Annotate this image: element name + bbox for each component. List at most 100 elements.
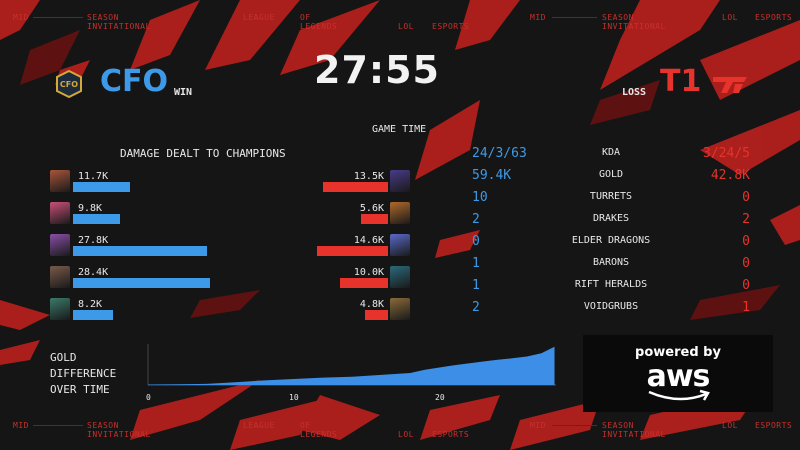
blue-champion-portrait — [50, 202, 70, 224]
stat-blue-value: 1 — [472, 278, 480, 293]
red-damage-label: 13.5K — [353, 171, 384, 182]
blue-damage-label: 9.8K — [78, 203, 103, 214]
red-champion-portrait — [390, 202, 410, 224]
ticker-invitational-b: INVITATIONAL — [87, 430, 151, 439]
gold-title-line-1: GOLD — [50, 351, 77, 364]
ticker-season: SEASON — [87, 13, 119, 22]
red-team-name: T1 — [660, 64, 702, 99]
aws-logo-text: aws — [646, 359, 711, 394]
stat-red-value: 1 — [742, 300, 750, 315]
ticker-league: LEAGUE — [243, 13, 275, 22]
stat-label: GOLD — [598, 169, 624, 180]
blue-damage-bar — [73, 214, 120, 224]
gold-difference-area — [148, 346, 555, 385]
gold-x-tick-10: 10 — [289, 393, 299, 402]
red-champion-portrait — [390, 170, 410, 192]
stat-red-value: 0 — [742, 256, 750, 271]
stat-label: BARONS — [592, 257, 630, 268]
red-team-result: LOSS — [622, 87, 647, 98]
red-damage-label: 14.6K — [353, 235, 384, 246]
red-damage-bar — [361, 214, 388, 224]
stat-red-value: 0 — [742, 278, 750, 293]
stat-red-value: 0 — [742, 234, 750, 249]
ticker-league-b: LEAGUE — [243, 421, 275, 430]
ticker-invitational: INVITATIONAL — [87, 22, 151, 31]
red-damage-label: 10.0K — [353, 267, 384, 278]
stat-red-value: 3/24/5 — [703, 146, 750, 161]
blue-damage-label: 27.8K — [78, 235, 109, 246]
stat-label: RIFT HERALDS — [574, 279, 648, 290]
gold-x-tick-0: 0 — [146, 393, 151, 402]
ticker-of-b: OF — [300, 421, 311, 430]
gold-x-tick-20: 20 — [435, 393, 445, 402]
ticker-mid-b2: MID — [530, 421, 546, 430]
ticker-lol-b2: LOL — [722, 421, 738, 430]
stat-red-value: 2 — [742, 212, 750, 227]
ticker-legends: LEGENDS — [300, 22, 338, 31]
blue-damage-bar — [73, 182, 130, 192]
game-timer: 27:55 — [314, 48, 440, 92]
ticker-lol-b: LOL — [398, 430, 414, 439]
stat-label: VOIDGRUBS — [583, 301, 639, 312]
red-champion-portrait — [390, 266, 410, 288]
red-damage-label: 5.6K — [359, 203, 384, 214]
stat-blue-value: 2 — [472, 212, 480, 227]
ticker-esports-b: ESPORTS — [432, 430, 470, 439]
stat-blue-value: 24/3/63 — [472, 146, 527, 161]
aws-sponsor-panel: powered by aws — [583, 335, 773, 412]
ticker-mid-2: MID — [530, 13, 546, 22]
red-damage-bar — [317, 246, 388, 256]
stat-red-value: 0 — [742, 190, 750, 205]
ticker-invitational-2: INVITATIONAL — [602, 22, 666, 31]
ticker-lol-2: LOL — [722, 13, 738, 22]
blue-logo-text: CFO — [60, 80, 78, 89]
red-champion-portrait — [390, 234, 410, 256]
blue-team-name: CFO — [100, 64, 169, 99]
blue-champion-portrait — [50, 170, 70, 192]
blue-champion-portrait — [50, 234, 70, 256]
ticker-esports-2: ESPORTS — [755, 13, 793, 22]
ticker-mid: MID — [13, 13, 29, 22]
red-damage-bar — [323, 182, 388, 192]
ticker-lol: LOL — [398, 22, 414, 31]
gold-title-line-2: DIFFERENCE — [50, 367, 117, 380]
stat-label: DRAKES — [592, 213, 630, 224]
blue-team-result: WIN — [174, 87, 193, 98]
ticker-esports-b2: ESPORTS — [755, 421, 793, 430]
ticker-legends-b: LEGENDS — [300, 430, 338, 439]
gold-difference-chart — [147, 344, 556, 386]
stat-blue-value: 2 — [472, 300, 480, 315]
blue-damage-bar — [73, 246, 207, 256]
red-champion-portrait — [390, 298, 410, 320]
ticker-of: OF — [300, 13, 311, 22]
stat-label: TURRETS — [589, 191, 633, 202]
blue-team-logo-icon: CFO — [55, 69, 83, 99]
stat-blue-value: 1 — [472, 256, 480, 271]
aws-smile-icon — [648, 389, 710, 401]
damage-title: DAMAGE DEALT TO CHAMPIONS — [120, 147, 286, 160]
ticker-season-b: SEASON — [87, 421, 119, 430]
red-logo-text: T1 — [729, 93, 731, 95]
gold-title-line-3: OVER TIME — [50, 383, 110, 396]
ticker-season-2: SEASON — [602, 13, 634, 22]
stat-blue-value: 59.4K — [472, 168, 512, 183]
blue-champion-portrait — [50, 266, 70, 288]
blue-damage-label: 28.4K — [78, 267, 109, 278]
blue-damage-bar — [73, 278, 210, 288]
stat-label: KDA — [601, 147, 621, 158]
stat-blue-value: 10 — [472, 190, 488, 205]
red-damage-label: 4.8K — [359, 299, 384, 310]
stat-red-value: 42.8K — [710, 168, 750, 183]
red-damage-bar — [365, 310, 388, 320]
stat-label: ELDER DRAGONS — [571, 235, 651, 246]
blue-damage-label: 8.2K — [78, 299, 103, 310]
blue-champion-portrait — [50, 298, 70, 320]
aws-powered-by: powered by — [635, 345, 721, 360]
ticker-season-b2: SEASON — [602, 421, 634, 430]
ticker-mid-b: MID — [13, 421, 29, 430]
gold-chart-title: GOLD DIFFERENCE OVER TIME — [50, 350, 116, 398]
ticker-invitational-b2: INVITATIONAL — [602, 430, 666, 439]
red-damage-bar — [340, 278, 388, 288]
blue-damage-bar — [73, 310, 113, 320]
